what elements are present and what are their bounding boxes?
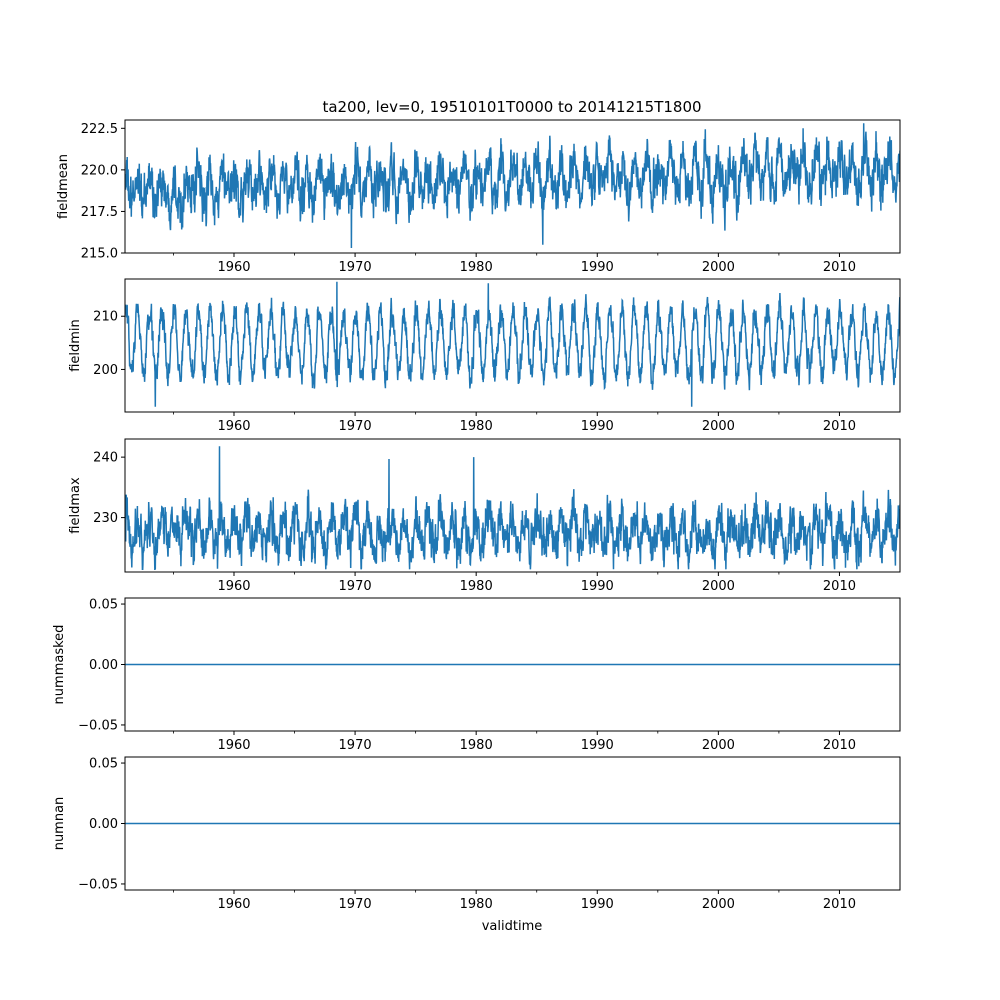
x-tick-label: 1990 [581,579,614,594]
x-tick-label: 1970 [339,260,372,275]
x-tick-label: 1960 [217,579,250,594]
y-tick-label: 230 [93,511,118,526]
y-tick-label: 222.5 [81,122,118,137]
x-tick-label: 2000 [702,419,735,434]
x-tick-label: 1970 [339,738,372,753]
y-tick-label: −0.05 [78,877,118,892]
y-tick-label: 220.0 [81,163,118,178]
axes-frame [124,438,901,573]
series-line-fieldmin [125,281,900,407]
series-line-fieldmax [125,446,900,571]
y-tick-label: −0.05 [78,718,118,733]
y-axis-label: fieldmax [68,477,83,534]
x-tick-label: 2010 [823,579,856,594]
x-tick-label: 1990 [581,738,614,753]
chart-title: ta200, lev=0, 19510101T0000 to 20141215T… [322,98,701,116]
x-tick-label: 1990 [581,260,614,275]
x-tick-label: 1960 [217,897,250,912]
subplot-fieldmax: 230 240 1960 1970 1980 1990 2000 2010 fieldmax [68,438,901,594]
y-axis-label: fieldmin [68,319,83,372]
x-axis-label: validtime [482,919,543,934]
x-tick-label: 2000 [702,897,735,912]
x-tick-label: 1970 [339,897,372,912]
x-tick-label: 2010 [823,738,856,753]
x-tick-label: 1970 [339,419,372,434]
x-tick-label: 2000 [702,738,735,753]
axes-frame [124,119,901,254]
x-tick-label: 2010 [823,897,856,912]
x-tick-label: 2000 [702,260,735,275]
y-tick-label: 200 [93,363,118,378]
series-line-fieldmean [125,123,900,249]
x-tick-label: 1990 [581,419,614,434]
x-tick-label: 1980 [460,579,493,594]
x-tick-label: 2010 [823,419,856,434]
x-tick-label: 2010 [823,260,856,275]
subplot-numnan: −0.05 0.00 0.05 1960 1970 1980 1990 2000 2010 num… [52,756,901,912]
x-tick-label: 1960 [217,419,250,434]
y-tick-label: 217.5 [81,205,118,220]
subplot-fieldmean: 215.0 217.5 220.0 222.5 1960 1970 1980 1990 2000… [56,119,901,275]
y-tick-label: 0.05 [89,598,118,613]
axes-frame [124,278,901,413]
y-axis-label: fieldmean [56,154,71,219]
x-tick-label: 1980 [460,897,493,912]
y-axis-label: nummasked [52,625,67,705]
y-tick-label: 0.00 [89,658,118,673]
subplot-fieldmin: 200 210 1960 1970 1980 1990 2000 2010 fieldmin [68,278,901,434]
y-tick-label: 210 [93,310,118,325]
x-tick-label: 1970 [339,579,372,594]
y-tick-label: 215.0 [81,247,118,262]
x-tick-label: 1980 [460,419,493,434]
x-tick-label: 1980 [460,260,493,275]
subplot-nummasked: −0.05 0.00 0.05 1960 1970 1980 1990 2000 2010 num… [52,597,901,753]
x-tick-label: 1980 [460,738,493,753]
y-tick-label: 0.00 [89,817,118,832]
y-tick-label: 0.05 [89,757,118,772]
y-axis-label: numnan [52,797,67,851]
x-tick-label: 1990 [581,897,614,912]
x-tick-label: 1960 [217,738,250,753]
x-tick-label: 2000 [702,579,735,594]
y-tick-label: 240 [93,451,118,466]
x-tick-label: 1960 [217,260,250,275]
